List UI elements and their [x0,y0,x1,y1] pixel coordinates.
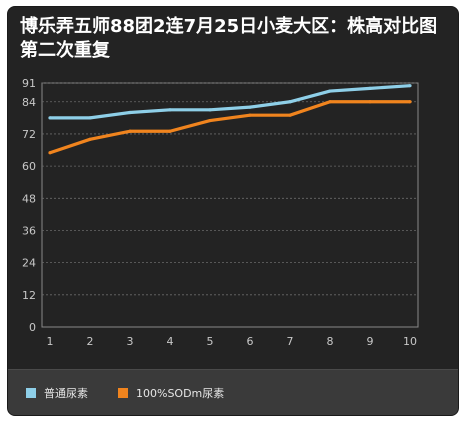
series-line-0[interactable] [50,84,411,120]
y-tick-label: 0 [29,321,36,334]
series-0-point[interactable] [328,89,332,93]
chart-card: 博乐弄五师88团2连7月25日小麦大区：株高对比图第二次重复 0 12 24 36 48… [7,6,459,416]
y-tick-label: 24 [22,257,36,270]
series-1-point[interactable] [288,113,292,117]
y-tick-label: 84 [22,96,36,109]
x-tick-label: 3 [127,335,134,348]
y-tick-label: 91 [22,77,36,90]
series-0-point[interactable] [408,84,412,88]
series-0-point[interactable] [48,116,52,120]
y-tick-label: 72 [22,128,36,141]
legend-label-1: 100%SODm尿素 [136,386,225,400]
series-1-point[interactable] [128,129,132,133]
legend-item-1[interactable]: 100%SODm尿素 [118,385,224,401]
series-0-point[interactable] [368,86,372,90]
legend-label-0: 普通尿素 [44,386,88,400]
series-0-point[interactable] [168,108,172,112]
series-0-point[interactable] [248,105,252,109]
y-tick-label: 60 [22,160,36,173]
y-tick-label: 36 [22,224,36,237]
y-tick-label: 12 [22,289,36,302]
series-1-point[interactable] [328,100,332,104]
series-0-point[interactable] [128,110,132,115]
x-tick-label: 9 [367,335,374,348]
series-0-point[interactable] [208,108,212,112]
x-tick-label: 2 [87,335,94,348]
series-line-1[interactable] [49,100,410,155]
y-tick-label: 48 [22,192,36,205]
x-tick-label: 5 [207,335,214,348]
series-1-point[interactable] [368,100,372,104]
x-tick-label: 6 [247,335,254,348]
series-1-point[interactable] [168,129,172,133]
series-layer [48,84,412,155]
chart-title: 博乐弄五师88团2连7月25日小麦大区：株高对比图第二次重复 [20,16,438,61]
series-1-point[interactable] [88,137,92,141]
grid-layer [41,82,419,328]
legend-item-0[interactable]: 普通尿素 [26,385,88,401]
series-1-point[interactable] [408,100,412,104]
x-tick-label: 4 [167,335,174,348]
series-0-point[interactable] [288,100,292,104]
legend-swatch-1 [118,387,128,398]
x-tick-label: 1 [47,335,54,348]
plot-frame [41,82,419,328]
legend-swatch-0 [26,387,36,398]
legend: 普通尿素 100%SODm尿素 [8,369,458,415]
series-1-point[interactable] [48,151,52,155]
x-tick-label: 7 [287,335,294,348]
series-1-point[interactable] [248,113,252,117]
x-tick-label: 10 [403,335,417,348]
x-tick-label: 8 [327,335,334,348]
series-0-point[interactable] [88,116,92,120]
series-1-point[interactable] [208,118,212,123]
